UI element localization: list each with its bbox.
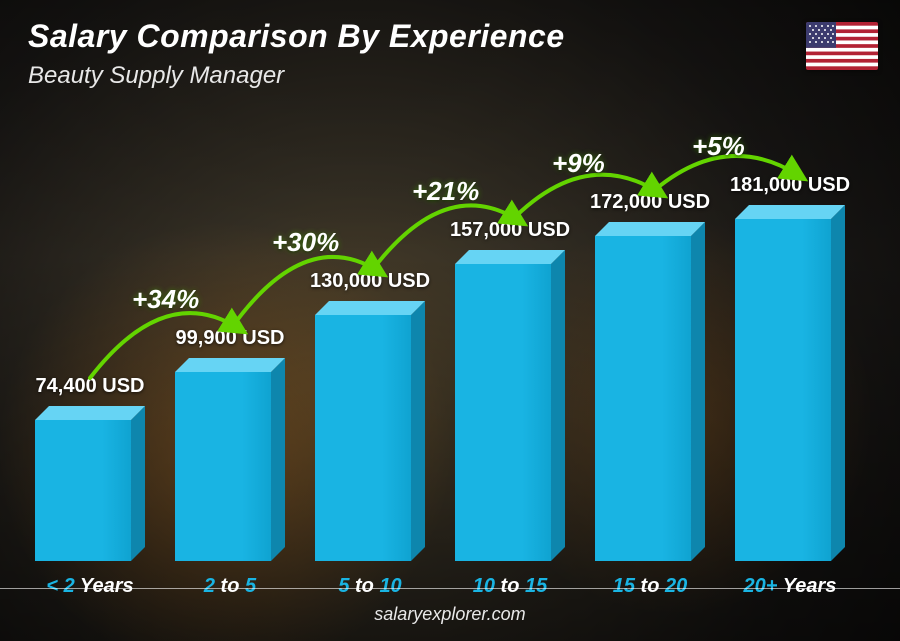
- bar-value-label: 99,900 USD: [176, 327, 285, 350]
- bar-value-label: 157,000 USD: [450, 219, 570, 242]
- bar-category-label: 5 to 10: [338, 575, 401, 598]
- chart-title: Salary Comparison By Experience: [28, 18, 565, 55]
- bar-value-label: 130,000 USD: [310, 270, 430, 293]
- bar: [735, 205, 845, 561]
- growth-pct-label: +30%: [272, 227, 339, 258]
- bar-value-label: 181,000 USD: [730, 174, 850, 197]
- bar-category-label: 15 to 20: [613, 575, 688, 598]
- growth-pct-label: +9%: [552, 148, 605, 179]
- bar-category-label: 2 to 5: [204, 575, 256, 598]
- bar-category-label: 20+ Years: [744, 575, 837, 598]
- growth-pct-label: +34%: [132, 284, 199, 315]
- us-flag-icon: [806, 22, 878, 70]
- bar: [315, 301, 425, 561]
- growth-pct-label: +21%: [412, 176, 479, 207]
- country-flag-us: [806, 22, 878, 70]
- chart-subtitle: Beauty Supply Manager: [28, 62, 284, 90]
- bar: [35, 406, 145, 561]
- bar-value-label: 172,000 USD: [590, 191, 710, 214]
- growth-pct-label: +5%: [692, 131, 745, 162]
- infographic-container: Salary Comparison By Experience Beauty S…: [0, 0, 900, 641]
- divider: [0, 588, 900, 589]
- bar-value-label: 74,400 USD: [36, 375, 145, 398]
- bar: [175, 358, 285, 561]
- bar-slot: 172,000 USD15 to 20: [580, 120, 720, 561]
- bar-chart: 74,400 USD< 2 Years99,900 USD2 to 5 130,0…: [20, 120, 860, 561]
- bar-slot: 74,400 USD< 2 Years: [20, 120, 160, 561]
- bar-category-label: < 2 Years: [46, 575, 133, 598]
- bar: [595, 222, 705, 561]
- footer-attribution: salaryexplorer.com: [0, 604, 900, 625]
- bar-slot: 99,900 USD2 to 5: [160, 120, 300, 561]
- bar-slot: 181,000 USD20+ Years: [720, 120, 860, 561]
- bar-category-label: 10 to 15: [473, 575, 548, 598]
- bar: [455, 250, 565, 561]
